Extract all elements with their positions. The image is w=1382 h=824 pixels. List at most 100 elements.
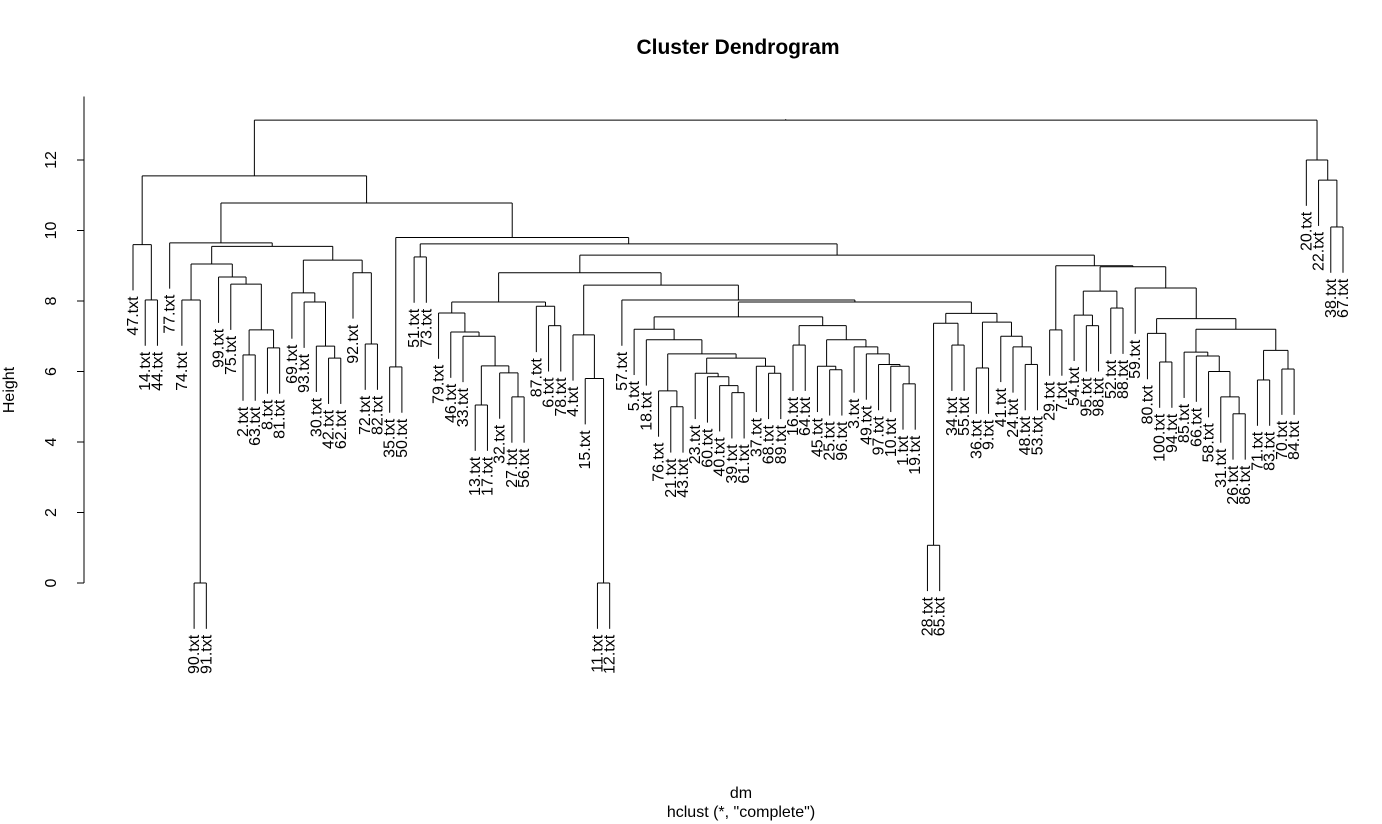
leaf-label: 6.txt	[541, 377, 558, 408]
leaf-label: 39.txt	[724, 444, 741, 484]
leaf-label: 40.txt	[712, 437, 729, 477]
y-tick-label: 10	[43, 222, 60, 240]
leaf-label: 35.txt	[382, 418, 399, 458]
leaf-label: 81.txt	[272, 399, 289, 439]
leaf-label: 33.txt	[455, 388, 472, 428]
leaf-label: 55.txt	[956, 396, 973, 436]
leaf-label: 21.txt	[663, 458, 680, 498]
leaf-label: 19.txt	[907, 435, 924, 475]
leaf-label: 84.txt	[1286, 420, 1303, 460]
leaf-label: 45.txt	[809, 417, 826, 457]
y-tick-label: 4	[43, 437, 60, 446]
leaf-label: 67.txt	[1335, 278, 1352, 318]
leaf-label: 2.txt	[235, 406, 252, 437]
y-tick-label: 0	[43, 578, 60, 587]
leaf-label: 50.txt	[394, 418, 411, 458]
leaf-label: 91.txt	[198, 634, 215, 674]
leaf-label: 98.txt	[1091, 377, 1108, 417]
leaf-label: 42.txt	[321, 409, 338, 449]
leaf-label: 95.txt	[1078, 377, 1095, 417]
leaf-label: 1.txt	[895, 435, 912, 466]
leaf-label: 48.txt	[1017, 416, 1034, 456]
leaf-label: 26.txt	[1225, 465, 1242, 505]
leaf-label: 36.txt	[968, 419, 985, 459]
leaf-label: 41.txt	[993, 388, 1010, 428]
leaf-label: 28.txt	[919, 597, 936, 637]
leaf-label: 99.txt	[211, 328, 228, 368]
leaf-label: 51.txt	[406, 308, 423, 348]
leaf-label: 49.txt	[858, 405, 875, 445]
leaf-label: 75.txt	[223, 335, 240, 375]
leaf-label: 79.txt	[431, 364, 448, 404]
leaf-label: 43.txt	[675, 458, 692, 498]
leaf-label: 69.txt	[284, 344, 301, 384]
leaf-label: 59.txt	[1127, 339, 1144, 379]
leaf-label: 24.txt	[1005, 398, 1022, 438]
leaf-label: 30.txt	[308, 397, 325, 437]
leaf-label: 44.txt	[149, 351, 166, 391]
leaf-label: 22.txt	[1311, 231, 1328, 271]
dendrogram-tree	[132, 119, 1344, 629]
leaf-label: 32.txt	[492, 424, 509, 464]
leaf-label: 68.txt	[761, 425, 778, 465]
y-tick-label: 6	[43, 367, 60, 376]
leaf-label: 64.txt	[797, 396, 814, 436]
leaf-label: 83.txt	[1262, 431, 1279, 471]
x-axis-label: dm	[730, 785, 752, 802]
leaf-label: 16.txt	[785, 396, 802, 436]
leaf-label: 89.txt	[773, 425, 790, 465]
leaf-label: 31.txt	[1213, 448, 1230, 488]
leaf-label: 15.txt	[577, 430, 594, 470]
leaf-label: 61.txt	[736, 444, 753, 484]
leaf-label: 73.txt	[418, 308, 435, 348]
leaf-label: 66.txt	[1188, 407, 1205, 447]
leaf-label: 23.txt	[687, 425, 704, 465]
leaf-label: 71.txt	[1249, 431, 1266, 471]
leaf-label: 38.txt	[1323, 278, 1340, 318]
leaf-label: 96.txt	[834, 421, 851, 461]
leaf-label: 77.txt	[162, 294, 179, 334]
leaf-label: 97.txt	[871, 416, 888, 456]
leaf-label: 74.txt	[174, 351, 191, 391]
leaf-label: 46.txt	[443, 383, 460, 423]
leaf-label: 25.txt	[822, 421, 839, 461]
leaf-label: 9.txt	[981, 419, 998, 450]
leaf-label: 87.txt	[528, 358, 545, 398]
leaf-label: 18.txt	[638, 391, 655, 431]
leaf-label: 27.txt	[504, 448, 521, 488]
leaf-label: 13.txt	[467, 456, 484, 496]
leaf-label: 54.txt	[1066, 366, 1083, 406]
leaf-label: 12.txt	[602, 634, 619, 674]
leaf-label: 57.txt	[614, 351, 631, 391]
y-tick-label: 12	[43, 151, 60, 169]
leaf-label: 100.txt	[1152, 413, 1169, 462]
y-axis: 0 2 4 6 8 10 12	[43, 96, 85, 587]
leaf-label: 62.txt	[333, 409, 350, 449]
leaf-label: 14.txt	[137, 351, 154, 391]
leaf-label: 11.txt	[589, 634, 606, 673]
leaf-label: 56.txt	[516, 448, 533, 488]
leaf-label: 7.txt	[1054, 381, 1071, 412]
leaf-label: 78.txt	[553, 377, 570, 417]
leaf-label: 60.txt	[699, 428, 716, 468]
leaf-label: 5.txt	[626, 380, 643, 411]
leaf-label: 94.txt	[1164, 413, 1181, 453]
leaf-label: 34.txt	[944, 396, 961, 436]
leaf-label: 63.txt	[247, 406, 264, 446]
chart-title: Cluster Dendrogram	[636, 36, 839, 59]
leaf-label: 53.txt	[1029, 416, 1046, 456]
leaf-label: 17.txt	[479, 456, 496, 496]
leaf-label: 58.txt	[1201, 423, 1218, 463]
leaf-label: 10.txt	[883, 417, 900, 457]
leaf-label: 37.txt	[748, 417, 765, 457]
leaf-label: 85.txt	[1176, 403, 1193, 443]
leaf-label: 72.txt	[357, 395, 374, 435]
leaf-label: 3.txt	[846, 398, 863, 429]
y-axis-label: Height	[1, 366, 18, 413]
y-tick-label: 8	[43, 296, 60, 305]
y-tick-label: 2	[43, 508, 60, 517]
leaf-label: 90.txt	[186, 634, 203, 674]
leaf-label: 93.txt	[296, 353, 313, 393]
leaf-label: 80.txt	[1139, 385, 1156, 425]
